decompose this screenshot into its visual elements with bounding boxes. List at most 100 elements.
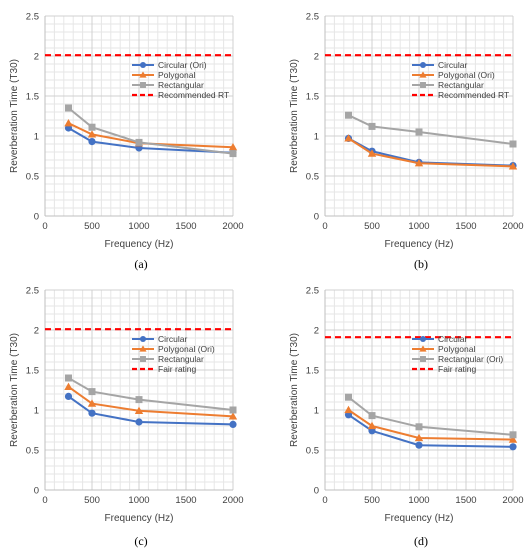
- data-point: [344, 405, 353, 414]
- y-tick-label: 2.5: [306, 286, 319, 297]
- data-point: [508, 435, 518, 443]
- legend-label: Rectangular: [438, 80, 484, 90]
- y-tick-label: 2.5: [306, 12, 319, 23]
- data-point: [509, 431, 517, 439]
- data-point: [419, 61, 427, 69]
- y-tick-label: 0.5: [306, 446, 319, 457]
- data-point: [87, 130, 97, 138]
- legend-label: Fair rating: [438, 364, 477, 374]
- y-tick-label: 1: [34, 406, 39, 417]
- series-line: [348, 114, 514, 145]
- series-1: [64, 392, 237, 428]
- data-point: [420, 82, 426, 88]
- data-point: [368, 412, 376, 420]
- data-point: [367, 149, 377, 157]
- y-tick-label: 2.5: [26, 12, 39, 23]
- data-point: [415, 423, 423, 431]
- x-tick-label: 2000: [502, 495, 523, 506]
- x-tick-label: 500: [364, 495, 380, 506]
- series-2: [64, 382, 238, 420]
- series-line: [67, 107, 234, 155]
- data-point: [368, 122, 376, 130]
- x-tick-label: 0: [42, 495, 47, 506]
- y-tick-label: 1: [34, 132, 39, 143]
- legend: Circular (Ori)PolygonalRectangularRecomm…: [132, 60, 229, 100]
- series-line: [67, 377, 234, 411]
- x-tick-label: 500: [364, 221, 380, 232]
- series-line: [68, 122, 234, 149]
- series-3: [345, 111, 517, 148]
- x-tick-label: 0: [322, 221, 327, 232]
- x-tick-label: 500: [84, 221, 100, 232]
- data-point: [229, 150, 237, 158]
- y-tick-label: 0: [314, 212, 319, 223]
- data-point: [228, 412, 238, 420]
- legend-label: Circular: [438, 334, 467, 344]
- x-axis-title: Frequency (Hz): [385, 513, 454, 524]
- data-point: [134, 406, 144, 414]
- x-tick-label: 2000: [222, 221, 243, 232]
- series-line: [347, 137, 514, 168]
- y-tick-label: 0.5: [26, 446, 39, 457]
- chart-panel-3: 0 500 1000 1500 2000 0 0.5 1 1.5 2 2.5 Frequency (H…: [9, 286, 244, 549]
- data-point: [135, 418, 143, 426]
- data-point: [419, 345, 427, 352]
- data-point: [420, 356, 426, 362]
- x-tick-label: 1000: [128, 221, 149, 232]
- series-2: [344, 405, 518, 443]
- x-axis-title: Frequency (Hz): [105, 239, 174, 250]
- x-tick-label: 0: [322, 495, 327, 506]
- data-point: [344, 134, 353, 142]
- legend-label: Polygonal: [438, 344, 475, 354]
- chart-panel-1: 0 500 1000 1500 2000 0 0.5 1 1.5 2 2.5 Frequency (H…: [9, 12, 244, 272]
- y-tick-label: 1.5: [26, 92, 39, 103]
- data-point: [135, 396, 143, 404]
- y-tick-label: 2: [34, 326, 39, 337]
- data-point: [367, 421, 377, 430]
- data-point: [345, 393, 352, 401]
- y-axis-title: Reverberation Time (T30): [289, 333, 300, 447]
- y-tick-label: 2: [314, 52, 319, 63]
- data-point: [509, 140, 517, 148]
- panel-caption: (b): [414, 257, 428, 271]
- x-axis-title: Frequency (Hz): [385, 239, 454, 250]
- legend-label: Rectangular (Ori): [438, 354, 503, 364]
- chart-panel-4: 0 500 1000 1500 2000 0 0.5 1 1.5 2 2.5 Frequency (H…: [289, 286, 524, 549]
- data-point: [229, 406, 237, 414]
- series-line: [347, 413, 514, 448]
- y-tick-label: 0.5: [306, 172, 319, 183]
- y-axis-title: Reverberation Time (T30): [289, 59, 300, 173]
- x-tick-label: 0: [42, 221, 47, 232]
- panel-caption: (a): [134, 257, 147, 271]
- y-tick-label: 0.5: [26, 172, 39, 183]
- legend-label: Polygonal (Ori): [158, 344, 215, 354]
- series-line: [347, 409, 514, 441]
- data-point: [415, 441, 423, 449]
- y-tick-label: 2: [34, 52, 39, 63]
- data-point: [345, 111, 352, 119]
- data-point: [229, 420, 237, 428]
- data-point: [140, 82, 146, 88]
- data-point: [65, 104, 72, 112]
- x-tick-label: 2000: [502, 221, 523, 232]
- y-axis-title: Reverberation Time (T30): [9, 59, 20, 173]
- x-tick-label: 1500: [175, 221, 196, 232]
- series-line: [67, 395, 234, 426]
- data-point: [140, 356, 146, 362]
- x-tick-label: 500: [84, 495, 100, 506]
- y-tick-label: 1: [314, 132, 319, 143]
- y-tick-label: 1.5: [306, 92, 319, 103]
- y-tick-label: 0: [34, 212, 39, 223]
- data-point: [139, 61, 147, 69]
- legend-label: Polygonal: [158, 70, 195, 80]
- data-point: [64, 382, 73, 390]
- data-point: [88, 138, 96, 146]
- panel-caption: (c): [134, 534, 147, 548]
- data-point: [414, 159, 424, 167]
- series-3: [65, 104, 237, 158]
- data-point: [509, 443, 517, 451]
